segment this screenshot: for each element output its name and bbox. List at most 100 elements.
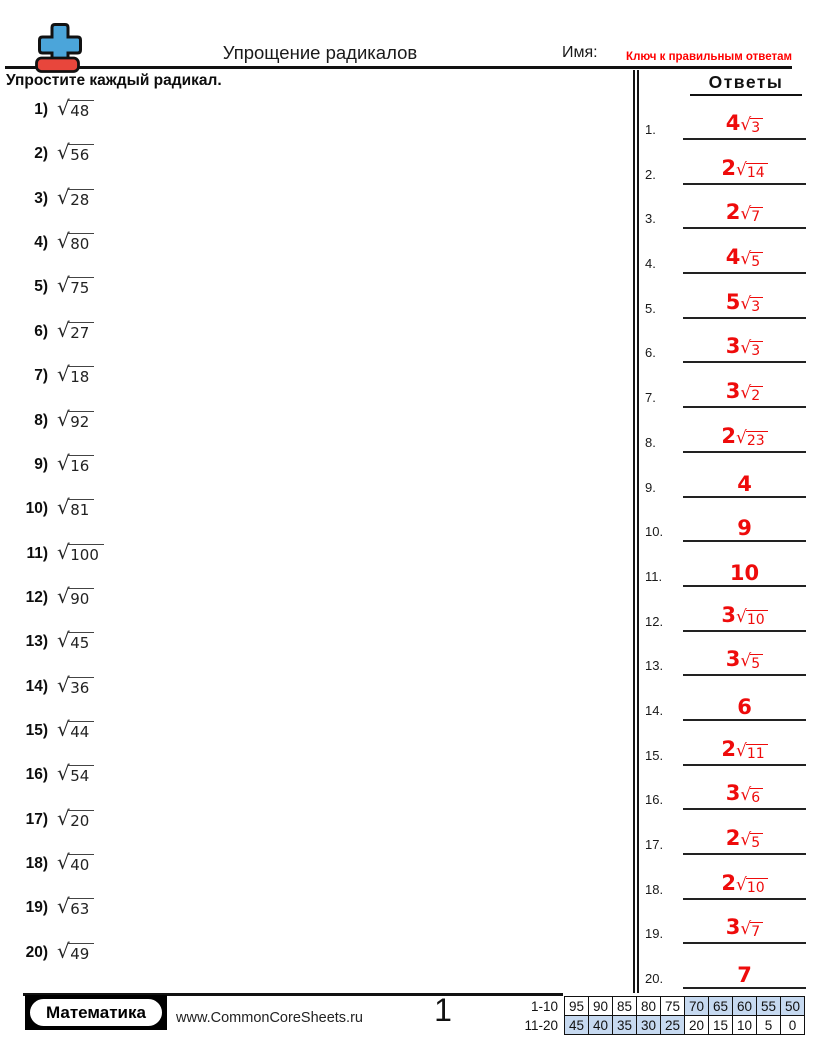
radical-sign-icon: √ [57, 673, 70, 697]
answer-underline [683, 317, 806, 319]
answer-row: 4. 4 √ 5 [641, 238, 809, 274]
radicand: 63 [68, 898, 95, 919]
answer-value: 2 √ 7 [683, 201, 806, 226]
radicand: 20 [68, 810, 95, 831]
answer-row: 10. 9 [641, 506, 809, 542]
answer-row: 5. 5 √ 3 [641, 283, 809, 319]
answer-radical: √ 5 [740, 250, 764, 271]
radicand: 80 [68, 233, 95, 254]
page-title: Упрощение радикалов [222, 42, 418, 63]
answer-row: 13. 3 √ 5 [641, 640, 809, 676]
answer-coefficient: 9 [737, 516, 752, 540]
radical-sign-icon: √ [57, 451, 70, 475]
name-label: Имя: [562, 44, 598, 61]
score-cell: 10 [732, 1015, 757, 1035]
problem-number: 13) [25, 633, 48, 650]
radical-sign-icon: √ [735, 874, 747, 895]
answer-value: 6 [683, 697, 806, 718]
problem-expression: √ 48 [57, 98, 95, 121]
score-cell: 85 [612, 996, 637, 1016]
problem-number: 5) [34, 278, 48, 295]
answer-radical: √ 14 [736, 161, 768, 182]
answer-row: 11. 10 [641, 551, 809, 587]
score-cell: 40 [588, 1015, 613, 1035]
answer-row: 6. 3 √ 3 [641, 327, 809, 363]
answer-coefficient: 2 [721, 736, 736, 761]
problem-expression: √ 20 [57, 806, 95, 831]
score-cell: 30 [636, 1015, 661, 1035]
answer-radical: √ 6 [740, 784, 764, 807]
answer-number: 18. [645, 882, 664, 897]
problem-number: 1) [34, 101, 48, 118]
answer-coefficient: 2 [725, 825, 741, 850]
answer-number: 12. [645, 614, 664, 629]
brand-label: Математика [30, 999, 162, 1026]
radical-sign-icon: √ [57, 495, 70, 519]
answer-row: 8. 2 √ 23 [641, 417, 809, 453]
answer-value: 3 √ 3 [683, 335, 806, 360]
answer-underline [683, 630, 806, 632]
radicand: 3 [750, 340, 764, 360]
radical-sign-icon: √ [740, 784, 752, 805]
problem-expression: √ 80 [57, 229, 95, 254]
radical-sign-icon: √ [57, 140, 70, 164]
problem-number: 2) [34, 145, 48, 162]
radicand: 5 [750, 832, 764, 852]
problem-number: 4) [34, 234, 48, 251]
answer-number: 15. [645, 748, 664, 763]
answer-underline [683, 808, 806, 810]
radical-sign-icon: √ [735, 740, 747, 761]
answer-radical: √ 5 [740, 829, 764, 852]
radical-sign-icon: √ [57, 407, 70, 431]
radicand: 36 [68, 677, 95, 698]
radicand: 10 [745, 609, 768, 629]
footer-divider [23, 993, 563, 996]
answer-key-label: Ключ к правильным ответам [626, 51, 792, 63]
answer-number: 3. [645, 211, 656, 226]
problem-expression: √ 49 [57, 939, 95, 964]
radical-sign-icon: √ [57, 540, 70, 564]
problem-expression: √ 75 [57, 275, 95, 298]
answer-underline [683, 540, 806, 542]
answer-value: 3 √ 5 [683, 648, 806, 673]
radicand: 7 [750, 206, 764, 226]
radical-sign-icon: √ [57, 850, 70, 874]
answer-coefficient: 5 [725, 289, 741, 314]
score-cell: 15 [708, 1015, 733, 1035]
column-divider [633, 70, 639, 993]
answer-underline [683, 451, 806, 453]
answer-radical: √ 10 [736, 608, 768, 629]
answer-value: 2 √ 5 [683, 825, 806, 852]
website-url: www.CommonCoreSheets.ru [176, 1010, 363, 1026]
problem-number: 7) [34, 367, 48, 384]
radicand: 92 [68, 411, 95, 432]
answer-value: 2 √ 10 [683, 872, 806, 897]
answer-value: 7 [683, 965, 806, 986]
radical-sign-icon: √ [57, 362, 70, 386]
problem-number: 15) [25, 722, 48, 739]
radical-sign-icon: √ [740, 829, 752, 850]
answer-row: 2. 2 √ 14 [641, 149, 809, 185]
problem-expression: √ 92 [57, 407, 95, 432]
answer-coefficient: 3 [725, 914, 741, 939]
instructions-text: Упростите каждый радикал. [6, 72, 222, 89]
radical-sign-icon: √ [57, 584, 70, 608]
radical-sign-icon: √ [57, 939, 70, 963]
answer-row: 9. 4 [641, 462, 809, 498]
radical-sign-icon: √ [57, 318, 70, 342]
radical-sign-icon: √ [57, 229, 70, 253]
answer-coefficient: 3 [725, 378, 741, 403]
radical-sign-icon: √ [735, 427, 747, 448]
radicand: 10 [745, 877, 768, 897]
answer-radical: √ 3 [740, 295, 764, 316]
answer-number: 2. [645, 167, 656, 182]
brand-logo: Математика [25, 995, 167, 1030]
answer-radical: √ 2 [740, 384, 764, 405]
answer-coefficient: 2 [721, 155, 736, 180]
radical-sign-icon: √ [740, 114, 752, 135]
answer-value: 4 √ 5 [683, 246, 806, 271]
answer-number: 17. [645, 837, 664, 852]
answer-coefficient: 7 [737, 963, 752, 987]
radical-sign-icon: √ [57, 806, 70, 830]
answers-column-header: Ответы [690, 72, 802, 96]
